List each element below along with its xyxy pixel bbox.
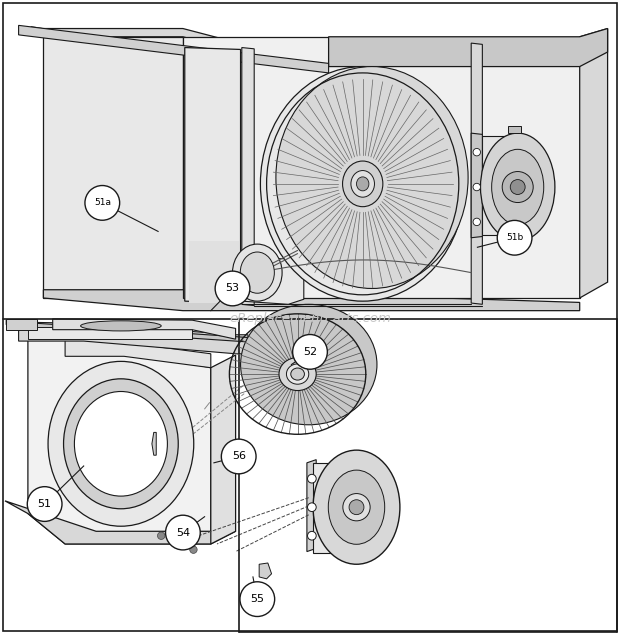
Text: o: o (209, 242, 213, 247)
Ellipse shape (241, 304, 377, 425)
Polygon shape (19, 322, 248, 354)
Ellipse shape (313, 450, 400, 564)
Circle shape (85, 186, 120, 220)
Polygon shape (471, 43, 482, 304)
Circle shape (173, 538, 180, 546)
Circle shape (308, 531, 316, 540)
Text: 56: 56 (232, 451, 246, 462)
Text: 51b: 51b (506, 233, 523, 242)
Polygon shape (28, 327, 192, 339)
Polygon shape (185, 48, 241, 303)
Ellipse shape (81, 321, 161, 331)
Polygon shape (482, 136, 518, 235)
Text: o: o (209, 223, 213, 228)
Ellipse shape (260, 67, 465, 301)
Polygon shape (242, 48, 254, 306)
Circle shape (502, 172, 533, 202)
Polygon shape (152, 432, 156, 455)
Text: eReplacementParts.com: eReplacementParts.com (229, 313, 391, 325)
Polygon shape (31, 27, 43, 37)
Polygon shape (471, 133, 482, 238)
Text: 51: 51 (38, 499, 51, 509)
Ellipse shape (279, 358, 316, 391)
Polygon shape (28, 339, 211, 544)
Polygon shape (259, 563, 272, 579)
Polygon shape (43, 37, 183, 298)
Circle shape (473, 183, 480, 191)
Ellipse shape (356, 177, 369, 191)
Circle shape (240, 582, 275, 616)
Text: 54: 54 (176, 527, 190, 538)
Ellipse shape (286, 364, 309, 384)
Polygon shape (183, 37, 580, 298)
Polygon shape (329, 29, 608, 67)
Polygon shape (307, 460, 316, 552)
Circle shape (349, 500, 364, 515)
Circle shape (215, 271, 250, 306)
Ellipse shape (232, 244, 282, 301)
Circle shape (293, 335, 327, 369)
Text: 52: 52 (303, 347, 317, 357)
Polygon shape (43, 290, 580, 311)
Ellipse shape (291, 368, 304, 380)
Ellipse shape (351, 171, 374, 197)
Polygon shape (65, 339, 211, 368)
Ellipse shape (241, 252, 275, 293)
Polygon shape (189, 241, 239, 303)
Circle shape (221, 439, 256, 474)
Ellipse shape (64, 379, 179, 508)
Polygon shape (6, 319, 37, 330)
Polygon shape (313, 463, 356, 553)
Circle shape (473, 218, 480, 226)
Polygon shape (53, 319, 236, 339)
Polygon shape (5, 501, 236, 544)
Ellipse shape (480, 133, 555, 241)
Circle shape (308, 474, 316, 483)
Ellipse shape (48, 361, 193, 526)
Ellipse shape (342, 161, 383, 207)
Polygon shape (211, 355, 236, 544)
Polygon shape (43, 29, 329, 75)
Circle shape (497, 221, 532, 255)
Circle shape (190, 546, 197, 553)
Text: o: o (209, 251, 213, 256)
Ellipse shape (74, 391, 167, 496)
Circle shape (166, 515, 200, 550)
Polygon shape (19, 25, 329, 73)
Polygon shape (508, 126, 521, 133)
Text: 55: 55 (250, 594, 264, 604)
Ellipse shape (276, 67, 468, 288)
Ellipse shape (492, 149, 544, 225)
Polygon shape (6, 320, 254, 342)
Circle shape (27, 487, 62, 521)
Circle shape (343, 493, 370, 521)
Text: o: o (209, 232, 213, 237)
Text: 53: 53 (226, 283, 239, 294)
Circle shape (473, 148, 480, 156)
Circle shape (510, 179, 525, 195)
Circle shape (308, 503, 316, 512)
Circle shape (157, 532, 165, 540)
Text: 51a: 51a (94, 198, 111, 207)
Ellipse shape (329, 470, 384, 544)
Polygon shape (580, 29, 608, 298)
Polygon shape (214, 259, 304, 304)
